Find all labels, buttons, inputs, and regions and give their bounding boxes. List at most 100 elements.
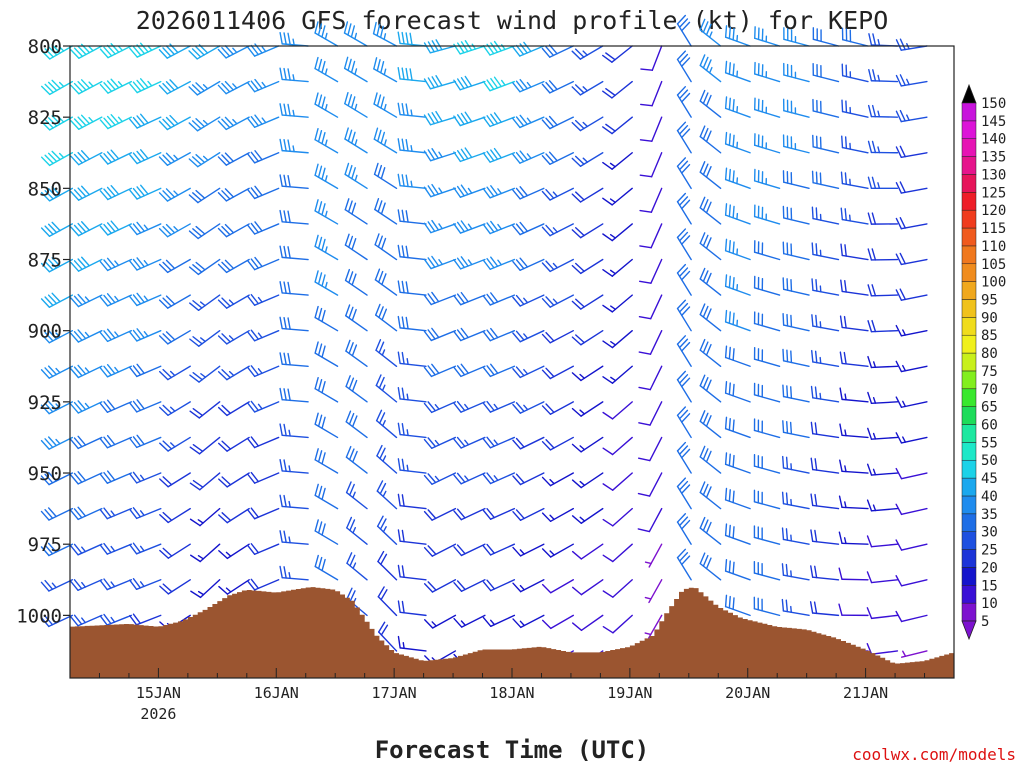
wind-barb	[482, 472, 516, 485]
x-tick-label: 17JAN	[372, 684, 417, 702]
colorbar-label: 140	[981, 132, 1006, 148]
wind-barb	[838, 567, 869, 581]
wind-barb	[838, 531, 869, 545]
wind-barb	[724, 25, 751, 47]
wind-barb	[782, 455, 810, 474]
wind-barb	[811, 314, 840, 332]
wind-barb	[377, 621, 398, 652]
wind-barb	[99, 184, 132, 201]
wind-barb	[639, 116, 663, 142]
wind-barb	[867, 176, 899, 190]
y-tick-label: 950	[28, 463, 62, 485]
wind-barb	[423, 327, 457, 342]
wind-barb	[188, 116, 221, 132]
wind-barb	[541, 365, 574, 380]
wind-barb	[895, 432, 928, 444]
wind-barb	[699, 481, 722, 510]
wind-barb	[279, 103, 309, 118]
wind-barb	[246, 150, 280, 164]
wind-barb	[644, 614, 663, 639]
wind-barb	[70, 221, 103, 237]
wind-barb	[218, 507, 250, 524]
wind-barb	[159, 436, 191, 452]
wind-barb	[188, 152, 221, 168]
y-tick-label: 875	[28, 250, 62, 272]
wind-barb	[279, 174, 309, 190]
wind-barb	[279, 530, 309, 545]
wind-barb	[453, 400, 486, 413]
wind-barb	[699, 267, 722, 296]
wind-barb	[482, 185, 516, 199]
wind-barb	[783, 27, 810, 47]
wind-barb	[397, 209, 427, 225]
colorbar-segment	[961, 192, 977, 211]
wind-barb	[841, 27, 869, 47]
wind-barb	[541, 507, 574, 523]
wind-barb	[423, 219, 457, 234]
wind-barb	[867, 427, 899, 440]
wind-barb	[512, 150, 545, 164]
wind-barb	[482, 363, 516, 378]
x-tick-label: 19JAN	[607, 684, 652, 702]
wind-barb	[246, 256, 280, 271]
wind-barb	[602, 116, 633, 135]
wind-barb	[188, 223, 221, 240]
colorbar-label: 60	[981, 418, 998, 434]
wind-barb	[40, 292, 74, 308]
wind-barb	[314, 199, 339, 225]
y-tick-label: 1000	[16, 605, 62, 627]
colorbar-segment	[961, 138, 977, 157]
wind-barb	[424, 614, 457, 629]
wind-barb	[314, 270, 339, 296]
wind-barb	[40, 257, 74, 273]
wind-barb	[279, 245, 309, 261]
wind-barb	[218, 543, 250, 560]
wind-barb	[753, 97, 781, 118]
colorbar-label: 5	[981, 614, 989, 630]
colorbar-segment	[961, 334, 977, 354]
wind-barb	[482, 543, 516, 556]
wind-barb	[345, 410, 368, 439]
x-tick-label: 21JAN	[843, 684, 888, 702]
colorbar-label: 45	[981, 471, 998, 487]
wind-barb	[868, 33, 899, 47]
colorbar-label: 50	[981, 453, 998, 469]
wind-barb	[512, 614, 545, 629]
wind-barb	[246, 329, 280, 342]
wind-barb	[70, 364, 103, 379]
wind-barb	[218, 436, 250, 452]
wind-barb	[482, 112, 516, 128]
wind-barb	[99, 220, 132, 236]
wind-barb	[397, 458, 427, 474]
wind-barb	[453, 111, 486, 127]
wind-barb	[753, 525, 781, 545]
wind-barb	[314, 554, 339, 581]
wind-barb	[810, 493, 840, 510]
wind-barb	[246, 365, 280, 378]
wind-barb	[753, 489, 781, 510]
wind-barb	[867, 212, 899, 225]
wind-barb	[190, 543, 221, 563]
wind-barb	[246, 436, 280, 449]
wind-barb	[129, 42, 162, 58]
wind-barb	[344, 92, 368, 118]
wind-barb	[895, 217, 928, 230]
wind-barb	[158, 294, 191, 309]
wind-barb	[811, 206, 840, 225]
wind-barb	[602, 614, 633, 634]
colorbar-label: 40	[981, 489, 998, 505]
colorbar-segment	[961, 102, 977, 122]
wind-barb	[453, 327, 486, 342]
wind-barb	[724, 131, 751, 154]
wind-barb	[541, 401, 574, 415]
wind-barb	[345, 481, 368, 510]
wind-barb	[638, 329, 663, 355]
wind-barb	[453, 39, 486, 55]
wind-barb	[40, 150, 74, 167]
colorbar-label: 120	[981, 203, 1006, 219]
wind-barb	[811, 170, 840, 190]
colorbar-label: 115	[981, 221, 1006, 237]
wind-barb	[895, 575, 928, 587]
wind-barb	[345, 445, 368, 474]
